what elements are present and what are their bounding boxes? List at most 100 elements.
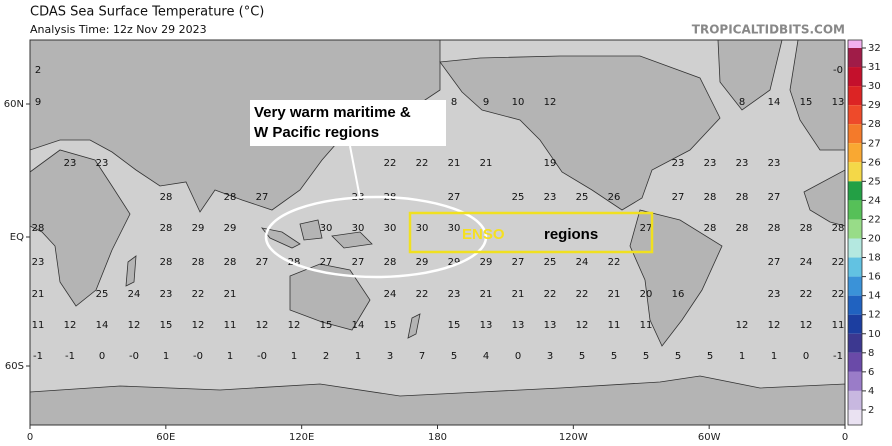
colorbar-band [848,333,862,353]
enso-label: regions [544,226,598,243]
sst-label: 12 [736,320,749,331]
sst-label: 12 [288,320,301,331]
sst-label: 2 [35,65,41,76]
sst-label: 23 [96,158,109,169]
sst-label: 19 [544,158,557,169]
colorbar-tick-label: 32 [868,43,881,54]
annotation-ellipse [264,195,488,279]
sst-label: 1 [355,351,361,362]
land [299,219,323,241]
sst-label: 12 [544,97,557,108]
sst-label: 15 [448,320,461,331]
sst-label: 27 [256,257,269,268]
sst-label: 14 [768,97,781,108]
sst-label: 11 [832,320,845,331]
sst-label: -0 [193,351,203,362]
colorbar-tick-label: 25 [868,176,881,187]
title: CDAS Sea Surface Temperature (°C) [30,5,264,20]
sst-label: 14 [352,320,365,331]
sst-label: 24 [800,257,813,268]
sst-label: 4 [483,351,489,362]
sst-label: 24 [576,257,589,268]
colorbar-band [848,181,862,201]
sst-label: 14 [96,320,109,331]
sst-label: 5 [611,351,617,362]
sst-label: 28 [768,223,781,234]
sst-label: 9 [483,97,489,108]
sst-label: 25 [544,257,557,268]
colorbar-band [848,200,862,220]
sst-label: 24 [384,289,397,300]
sst-label: 25 [576,192,589,203]
sst-label: 23 [32,257,45,268]
sst-label: 30 [352,223,365,234]
colorbar: 32 31 30 29 28 27 26 25 24 22 20 18 16 14 12 10 8 6 4 2 [847,39,881,426]
x-tick-label: 60E [156,432,175,443]
sst-label: 28 [832,223,845,234]
land [331,231,373,249]
colorbar-band [848,276,862,296]
sst-label: 27 [320,257,333,268]
sst-label: 10 [512,97,525,108]
sst-label: 23 [704,158,717,169]
sst-label: 29 [416,257,429,268]
sst-label: 27 [256,192,269,203]
callout-pointer [349,145,361,199]
sst-label: 27 [768,257,781,268]
colorbar-tick-label: 26 [868,157,881,168]
callout-text: Very warm maritime & [254,104,411,121]
colorbar-tick-label: 14 [868,291,881,302]
land [261,227,301,249]
sst-label: 12 [576,320,589,331]
sst-label: 11 [32,320,45,331]
colorbar-band [848,162,862,182]
sst-label: 11 [224,320,237,331]
colorbar-tick-label: 18 [868,253,881,264]
sst-label: -0 [833,65,843,76]
x-tick-label: 120E [289,432,314,443]
colorbar-tick-label: 28 [868,119,881,130]
land [29,39,441,213]
sst-label: 0 [99,351,105,362]
sst-label: 28 [160,257,173,268]
sst-label: 5 [579,351,585,362]
sst-label: 12 [800,320,813,331]
sst-label: 15 [320,320,333,331]
sst-label: 25 [512,192,525,203]
sst-label: 22 [608,257,621,268]
sst-label: -1 [33,351,43,362]
colorbar-tick-label: 8 [868,348,874,359]
sst-label: 15 [160,320,173,331]
colorbar-tick-label: 30 [868,81,881,92]
sst-label: 21 [480,289,493,300]
sst-label: 0 [803,351,809,362]
sst-label: 1 [227,351,233,362]
sst-label: 23 [160,289,173,300]
sst-label: 22 [576,289,589,300]
sst-label: 8 [739,97,745,108]
sst-label: 22 [416,289,429,300]
sst-label: 24 [128,289,141,300]
colorbar-tick-label: 24 [868,195,881,206]
land [29,149,131,307]
colorbar-band [848,238,862,258]
land [289,263,371,331]
x-tick-label: 0 [27,432,33,443]
sst-label: 1 [163,351,169,362]
sst-label: 23 [768,289,781,300]
colorbar-tick-label: 10 [868,329,881,340]
land [407,313,421,339]
y-tick-label: EQ [10,232,24,243]
sst-label: 22 [192,289,205,300]
sst-label: 23 [736,158,749,169]
sst-label: 28 [32,223,45,234]
sst-label: 5 [707,351,713,362]
sst-label: 9 [35,97,41,108]
sst-label: 29 [448,257,461,268]
sst-label: 21 [32,289,45,300]
sst-label: 27 [512,257,525,268]
sst-label: 30 [416,223,429,234]
colorbar-band [848,48,862,68]
